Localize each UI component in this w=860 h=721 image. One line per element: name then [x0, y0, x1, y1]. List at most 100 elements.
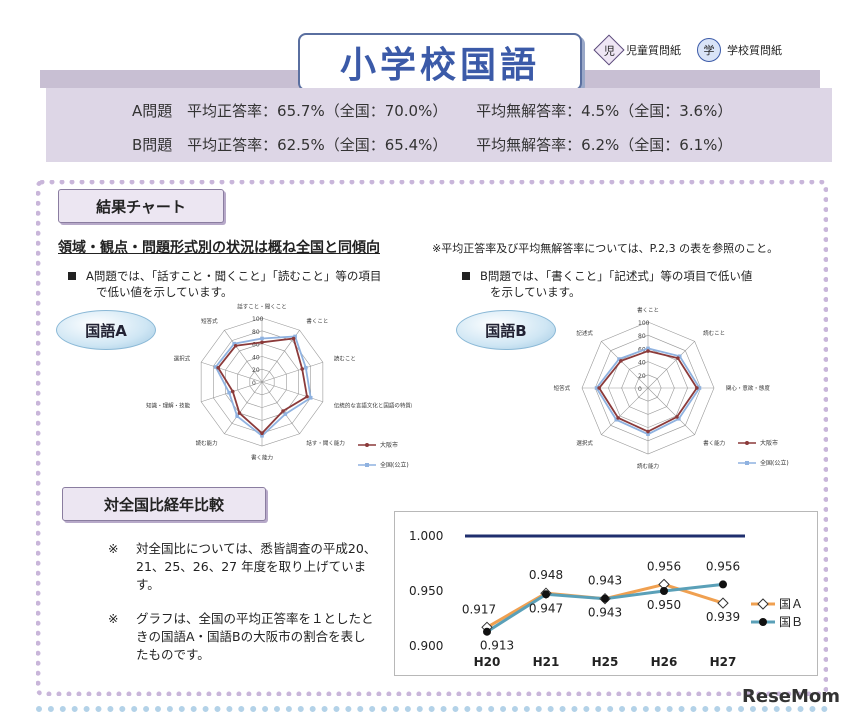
radar-series-national-point [617, 357, 621, 361]
series-b-point [542, 590, 550, 599]
series-b-data-label: 0.913 [480, 639, 514, 653]
radar-axis-label: 知識・理解・技能 [146, 401, 191, 409]
y-tick-label: 1.000 [409, 529, 443, 543]
radar-tick-label: 40 [252, 354, 260, 361]
radar-spoke [261, 381, 323, 403]
radar-axis-label: 関心・意欲・態度 [726, 384, 771, 392]
comparison-note-2: ※ グラフは、全国の平均正答率を１としたときの国語A・国語Bの大阪市の割合を表した… [108, 611, 374, 662]
radar-series-osaka-point [300, 367, 304, 371]
stats-b-row: B問題 平均正答率：62.5%（全国：65.4%） 平均無解答率：6.2%（全国… [132, 134, 732, 155]
radar-series-national-point [594, 386, 599, 390]
results-heading: 領域・観点・問題形式別の状況は概ね全国と同傾向 [58, 240, 380, 256]
school-questionnaire-label: 学校質問紙 [727, 44, 782, 57]
bullet-a: A問題では、「話すこと・聞くこと」「読むこと」等の項目 で低い値を示しています。 [68, 268, 381, 300]
series-b-data-label: 0.947 [529, 601, 563, 615]
radar-spoke [224, 330, 263, 383]
radar-axis-label: 選択式 [576, 439, 593, 447]
radar-series-national-point [677, 354, 682, 359]
radar-series-national-point [283, 412, 288, 416]
resemom-logo: ReseMom [742, 686, 841, 707]
questionnaire-legend: 児 児童質問紙 学 学校質問紙 [593, 34, 782, 66]
bullet-square-icon [68, 272, 76, 280]
comparison-note-1: ※ 対全国比については、悉皆調査の平成20、21、25、26、27 年度を取り上げ… [108, 541, 377, 592]
legend-b-label: 国Ｂ [779, 615, 803, 629]
legend-osaka-marker [745, 441, 749, 445]
radar-axis-label: 選択式 [174, 355, 191, 363]
radar-spoke [261, 381, 300, 434]
radar-series-osaka [217, 337, 309, 435]
bullet-square-icon [462, 272, 470, 280]
dotted-frame [36, 180, 828, 696]
radar-series-osaka-point [646, 349, 650, 353]
radar-series-national-point [293, 334, 297, 339]
radar-tick-label: 80 [252, 329, 260, 336]
ratio-chart-frame: 1.000 0.950 0.900 H20 H21 H25 H26 H27 0.917 0.948… [394, 511, 818, 676]
results-chart-tab: 結果チャート [58, 189, 224, 223]
stats-panel: A問題 平均正答率：65.7%（全国：70.0%） 平均無解答率：4.5%（全国… [46, 88, 832, 162]
legend-osaka-marker [365, 443, 369, 447]
radar-series-osaka-point [676, 356, 680, 360]
radar-tick-label: 60 [252, 342, 260, 349]
radar-series-osaka-point [597, 386, 601, 390]
stats-a-correct: 平均正答率：65.7%（全国：70.0%） [187, 102, 448, 120]
stats-a-label: A問題 [132, 102, 173, 120]
series-b-point [660, 587, 668, 595]
legend-osaka-label: 大阪市 [760, 439, 778, 447]
radar-spoke [601, 341, 649, 389]
radar-series-national-point [260, 433, 264, 438]
page-title: 小学校国語 [339, 45, 540, 86]
stats-b-noanswer: 平均無解答率：6.2%（全国：6.1%） [476, 136, 733, 154]
radar-axis-label: 話すこと・聞くこと [237, 302, 287, 310]
radar-series-national-point [260, 336, 264, 341]
radar-series-osaka-point [260, 340, 264, 345]
legend-b-marker [759, 618, 767, 626]
radar-series-national-point [677, 417, 681, 421]
page-title-box: 小学校国語 [298, 33, 582, 91]
series-a-data-label: 0.956 [647, 559, 681, 573]
radar-series-national-point [697, 386, 702, 390]
radar-series-national-point [213, 365, 218, 369]
radar-series-osaka-point [237, 411, 242, 415]
bottom-dotted-divider [36, 706, 828, 712]
radar-series-osaka-point [305, 394, 309, 399]
radar-series-national-point [235, 414, 239, 418]
legend-a-marker [757, 598, 769, 610]
bullet-b: B問題では、「書くこと」「記述式」等の項目で低い値 を示しています。 [462, 268, 752, 300]
radar-axis-label: 話す・聞く能力 [306, 439, 345, 447]
radar-axis-label: 短答式 [201, 317, 218, 325]
series-a-data-label: 0.943 [588, 574, 622, 588]
comparison-tab: 対全国比経年比較 [62, 487, 266, 521]
radar-spoke [224, 381, 263, 434]
radar-series-osaka-point [260, 431, 264, 435]
radar-axis-label: 短答式 [554, 384, 571, 392]
radar-tick-label: 20 [252, 367, 260, 374]
x-tick-label: H21 [533, 655, 560, 669]
series-a-data-label: 0.917 [462, 602, 496, 616]
radar-axis-label: 読むこと [334, 355, 356, 363]
radar-spoke [201, 361, 263, 383]
series-b-data-label: 0.943 [588, 606, 622, 620]
radar-series-national-point [232, 341, 236, 346]
results-note: ※平均正答率及び平均無解答率については、P.2,3 の表を参照のこと。 [432, 242, 779, 255]
series-b-point [483, 627, 491, 636]
radar-tick-label: 100 [252, 316, 264, 323]
legend-national-label: 全国(公立) [380, 461, 409, 469]
x-tick-label: H20 [474, 655, 501, 669]
x-tick-label: H27 [710, 655, 737, 669]
legend-national-marker [365, 463, 369, 467]
legend-national-label: 全国(公立) [760, 459, 789, 467]
y-tick-label: 0.950 [409, 584, 443, 598]
series-a-data-label: 0.948 [529, 568, 563, 582]
radar-axis-label: 読む能力 [196, 439, 218, 447]
series-a-point [717, 597, 729, 609]
series-b-point [719, 580, 727, 589]
radar-tick-label: 80 [638, 333, 646, 340]
series-b-data-label: 0.950 [647, 598, 681, 612]
legend-osaka-label: 大阪市 [380, 441, 398, 449]
radar-series-osaka-point [675, 415, 679, 419]
radar-axis-label: 記述式 [576, 329, 593, 337]
radar-axis-label: 書く能力 [251, 454, 273, 462]
radar-series-national-point [308, 396, 313, 400]
radar-tick-label: 40 [638, 360, 646, 367]
stats-b-label: B問題 [132, 136, 173, 154]
